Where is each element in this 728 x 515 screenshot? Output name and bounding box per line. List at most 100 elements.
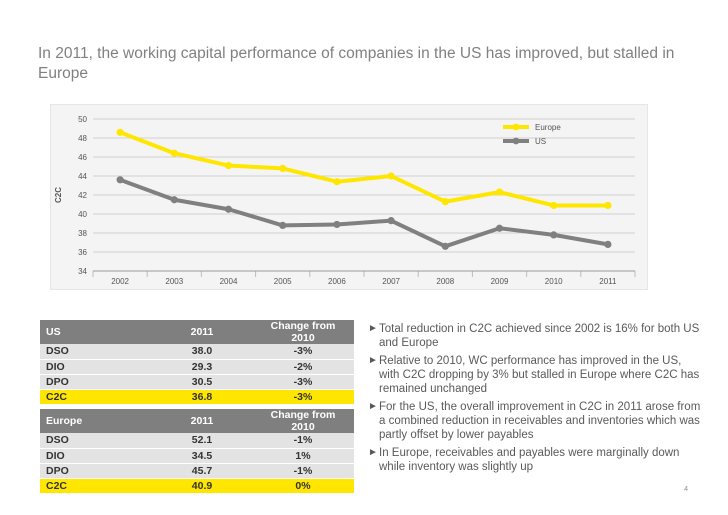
metric-change: -2% <box>252 359 354 375</box>
legend-label: US <box>535 137 546 146</box>
data-point-us <box>387 217 395 225</box>
metric-change: 1% <box>252 448 354 464</box>
metric-value: 34.5 <box>152 448 252 464</box>
data-point-europe <box>550 201 558 210</box>
metric-change: -3% <box>252 374 354 390</box>
data-point-europe <box>279 164 287 172</box>
list-item: ► In Europe, receivables and payables we… <box>368 446 704 474</box>
table-header-row: Europe 2011 Change from 2010 <box>40 409 354 433</box>
metric-value: 38.0 <box>152 344 252 360</box>
data-point-us <box>495 224 504 232</box>
europe-metrics-table: Europe 2011 Change from 2010 DSO 52.1 -1… <box>40 409 354 494</box>
table-row: DPO 30.5 -3% <box>40 374 354 390</box>
data-point-us <box>224 205 233 213</box>
data-point-europe <box>495 188 504 196</box>
legend-label: Europe <box>535 123 561 132</box>
metric-value: 52.1 <box>152 433 252 449</box>
y-tick-label: 40 <box>78 210 87 219</box>
y-tick-label: 50 <box>78 115 87 124</box>
data-point-europe <box>170 149 178 157</box>
metric-change: -1% <box>252 433 354 449</box>
y-tick-label: 46 <box>78 153 87 162</box>
arrow-bullet-icon: ► <box>368 447 378 458</box>
x-tick-label: 2008 <box>436 277 454 286</box>
table-header-row: US 2011 Change from 2010 <box>40 320 354 344</box>
data-point-europe <box>333 178 341 186</box>
metric-label: DPO <box>40 463 152 479</box>
table-row: DSO 38.0 -3% <box>40 344 354 360</box>
table-header-cell: Change from 2010 <box>252 409 354 433</box>
data-point-europe <box>441 198 449 206</box>
y-tick-label: 48 <box>78 134 87 143</box>
list-item: ► Relative to 2010, WC performance has i… <box>368 354 704 396</box>
y-tick-label: 38 <box>78 229 87 238</box>
us-metrics-table: US 2011 Change from 2010 DSO 38.0 -3% DI… <box>40 320 354 405</box>
x-tick-label: 2011 <box>599 277 617 286</box>
arrow-bullet-icon: ► <box>368 355 378 366</box>
metric-value: 29.3 <box>152 359 252 375</box>
data-point-us <box>333 220 341 229</box>
table-row: DIO 34.5 1% <box>40 448 354 464</box>
metric-label: C2C <box>40 478 152 494</box>
table-header-cell: Europe <box>40 409 152 433</box>
metric-label: DSO <box>40 344 152 360</box>
series-line-europe <box>119 130 608 208</box>
key-findings-list: ► Total reduction in C2C achieved since … <box>368 322 704 478</box>
metric-value: 40.9 <box>152 478 252 494</box>
table-header-cell: 2011 <box>152 320 252 344</box>
chart-svg: 34 36 38 40 42 44 46 48 50 2002 2003 2004 2005 2006 20… <box>54 115 636 286</box>
metric-value: 30.5 <box>152 374 252 390</box>
x-tick-label: 2010 <box>545 277 563 286</box>
table-row: DSO 52.1 -1% <box>40 433 354 449</box>
x-tick-label: 2009 <box>491 277 509 286</box>
table-row-highlight: C2C 40.9 0% <box>40 478 354 494</box>
y-tick-label: 36 <box>78 248 87 257</box>
y-tick-label: 42 <box>78 191 87 200</box>
y-tick-label: 44 <box>78 172 87 181</box>
bullet-text: For the US, the overall improvement in C… <box>379 401 701 441</box>
metric-change: -1% <box>252 463 354 479</box>
legend-marker-europe <box>512 123 520 131</box>
table-header-cell: Change from 2010 <box>252 320 354 344</box>
table-row: DPO 45.7 -1% <box>40 463 354 479</box>
bullet-text: In Europe, receivables and payables were… <box>379 447 680 473</box>
metric-label: DSO <box>40 433 152 449</box>
data-point-us <box>116 176 124 184</box>
table-row: DIO 29.3 -2% <box>40 359 354 375</box>
table-header-cell: 2011 <box>152 409 252 433</box>
metric-change: 0% <box>252 478 354 494</box>
metric-label: C2C <box>40 389 152 405</box>
data-point-us <box>279 221 287 229</box>
arrow-bullet-icon: ► <box>368 323 378 334</box>
data-point-us <box>441 242 449 250</box>
metric-value: 36.8 <box>152 389 252 405</box>
arrow-bullet-icon: ► <box>368 401 378 412</box>
data-point-europe <box>604 201 612 210</box>
x-tick-label: 2005 <box>274 277 292 286</box>
data-point-europe <box>116 128 124 136</box>
metric-change: -3% <box>252 389 354 405</box>
c2c-line-chart: 34 36 38 40 42 44 46 48 50 2002 2003 2004 2005 2006 20… <box>50 104 648 290</box>
bullet-text: Relative to 2010, WC performance has imp… <box>379 355 700 395</box>
y-tick-label: 34 <box>78 267 87 276</box>
series-line-us <box>119 177 609 249</box>
bullet-text: Total reduction in C2C achieved since 20… <box>379 323 700 349</box>
metric-change: -3% <box>252 344 354 360</box>
data-point-europe <box>224 161 233 170</box>
table-header-cell: US <box>40 320 152 344</box>
table-row-highlight: C2C 36.8 -3% <box>40 389 354 405</box>
data-point-us <box>604 240 612 248</box>
list-item: ► Total reduction in C2C achieved since … <box>368 322 704 350</box>
x-tick-label: 2002 <box>111 277 129 286</box>
x-tick-label: 2006 <box>328 277 346 286</box>
metric-label: DIO <box>40 448 152 464</box>
x-tick-label: 2003 <box>165 277 183 286</box>
data-point-europe <box>387 172 395 180</box>
metric-label: DIO <box>40 359 152 375</box>
metric-label: DPO <box>40 374 152 390</box>
legend-marker-us <box>512 137 520 145</box>
data-point-us <box>550 231 558 239</box>
list-item: ► For the US, the overall improvement in… <box>368 400 704 442</box>
x-tick-label: 2004 <box>220 277 238 286</box>
page-title: In 2011, the working capital performance… <box>38 45 675 82</box>
